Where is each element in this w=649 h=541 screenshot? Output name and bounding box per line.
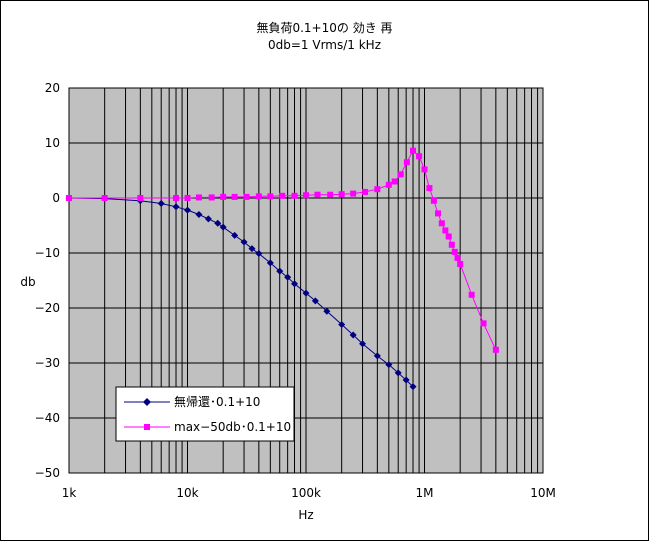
data-point-series-2 (101, 195, 108, 201)
data-point-series-2 (468, 291, 475, 298)
data-point-series-2 (451, 248, 458, 255)
chart-title: 無負荷0.1+10の 効き 再 (256, 21, 393, 35)
x-tick-label: 10k (176, 486, 198, 500)
y-tick-label: −50 (35, 466, 60, 480)
data-point-series-2 (410, 147, 417, 154)
data-point-series-1 (276, 267, 284, 275)
data-point-series-1 (266, 259, 274, 267)
y-tick-label: 0 (52, 191, 60, 205)
data-point-series-2 (374, 186, 381, 193)
data-point-series-2 (338, 191, 345, 198)
data-point-series-1 (385, 361, 393, 369)
data-point-series-2 (327, 191, 334, 198)
data-point-series-1 (359, 340, 367, 348)
x-tick-labels: 1k 10k 100k 1M 10M (62, 486, 556, 500)
data-point-series-2 (403, 159, 410, 166)
y-axis-label: db (20, 275, 35, 289)
legend-marker-series-2 (144, 424, 150, 430)
data-point-series-2 (454, 254, 461, 261)
data-point-series-1 (349, 331, 357, 339)
x-tick-label: 10M (530, 486, 556, 500)
data-point-series-1 (157, 200, 165, 207)
data-point-series-2 (438, 220, 445, 227)
data-point-series-2 (350, 190, 357, 197)
data-point-series-1 (284, 273, 292, 281)
legend-marker-series-1 (143, 398, 151, 406)
data-point-series-1 (394, 369, 402, 377)
data-point-series-2 (267, 193, 274, 200)
data-point-series-2 (208, 194, 215, 201)
data-point-series-1 (184, 206, 191, 214)
legend: 無帰還･0.1+10 max−50db･0.1+10 (115, 386, 295, 442)
data-point-series-1 (373, 352, 381, 360)
y-tick-label: 10 (45, 136, 60, 150)
data-point-series-1 (311, 297, 319, 305)
legend-box (115, 386, 295, 442)
data-point-series-2 (385, 181, 392, 188)
x-axis-label: Hz (298, 508, 313, 522)
data-point-series-2 (442, 227, 449, 234)
data-point-series-1 (204, 215, 212, 223)
data-point-series-1 (338, 321, 346, 328)
data-point-series-1 (195, 211, 203, 218)
data-point-series-1 (302, 289, 310, 297)
x-tick-label: 1k (62, 486, 77, 500)
data-point-series-2 (448, 241, 455, 248)
data-point-series-2 (303, 192, 309, 199)
data-point-series-1 (172, 203, 180, 211)
data-point-series-1 (409, 383, 417, 391)
series-markers (65, 147, 499, 391)
data-point-series-2 (220, 193, 227, 200)
x-tick-label: 100k (291, 486, 321, 500)
data-point-series-2 (397, 171, 404, 178)
data-point-series-2 (314, 191, 321, 198)
data-point-series-2 (243, 193, 250, 200)
y-tick-label: −10 (35, 246, 60, 260)
data-point-series-1 (231, 231, 239, 239)
data-point-series-1 (248, 245, 256, 253)
data-point-series-2 (362, 188, 369, 195)
data-point-series-2 (291, 192, 298, 199)
data-point-series-2 (426, 185, 433, 192)
y-tick-label: −40 (35, 411, 60, 425)
data-point-series-2 (457, 261, 464, 267)
data-point-series-1 (219, 223, 227, 231)
data-point-series-2 (421, 166, 428, 173)
legend-label-series-1: 無帰還･0.1+10 (174, 394, 260, 409)
y-tick-labels: 20 10 0 −10 −20 −30 −40 −50 (35, 81, 60, 480)
data-point-series-2 (480, 320, 487, 327)
data-point-series-2 (184, 195, 191, 201)
data-point-series-2 (173, 195, 180, 201)
data-point-series-2 (137, 195, 144, 201)
data-point-series-2 (391, 178, 398, 185)
data-point-series-2 (492, 346, 499, 353)
data-point-series-1 (402, 376, 410, 384)
y-tick-label: −20 (35, 301, 60, 315)
data-point-series-2 (279, 192, 286, 199)
data-point-series-2 (231, 193, 238, 200)
data-point-series-1 (291, 280, 299, 288)
data-point-series-1 (240, 238, 248, 246)
x-tick-label: 1M (416, 486, 434, 500)
data-point-series-2 (66, 195, 72, 201)
data-point-series-2 (255, 193, 262, 200)
legend-label-series-2: max−50db･0.1+10 (174, 420, 291, 434)
data-point-series-1 (255, 250, 263, 258)
data-point-series-2 (435, 210, 442, 217)
y-tick-label: 20 (45, 81, 60, 95)
chart-subtitle: 0db=1 Vrms/1 kHz (267, 38, 381, 52)
data-point-series-2 (430, 197, 437, 204)
data-point-series-2 (445, 233, 452, 240)
data-point-series-2 (416, 153, 423, 160)
data-point-series-1 (323, 307, 331, 315)
y-tick-label: −30 (35, 356, 60, 370)
data-point-series-2 (195, 194, 202, 201)
grid-horizontal (69, 142, 543, 419)
data-point-series-1 (214, 219, 222, 227)
